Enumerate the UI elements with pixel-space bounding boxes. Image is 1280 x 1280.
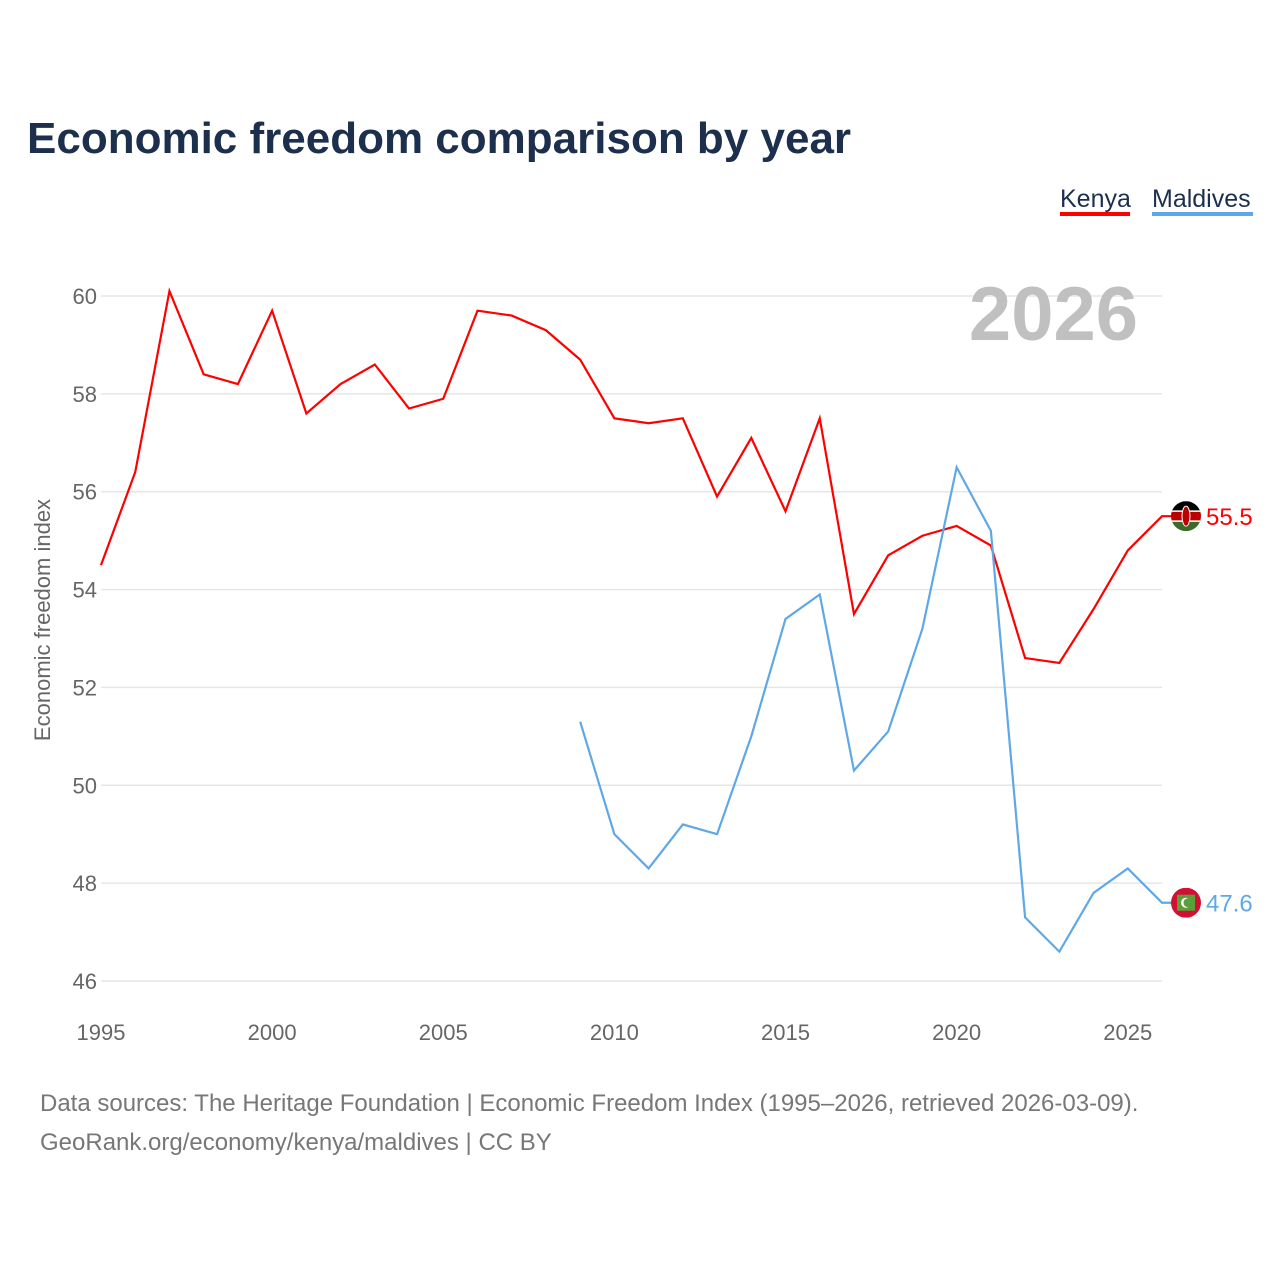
x-tick-label: 2000 bbox=[248, 1020, 297, 1045]
chart-title: Economic freedom comparison by year bbox=[27, 114, 851, 163]
series-line-maldives bbox=[579, 464, 1186, 954]
end-value-label: 55.5 bbox=[1206, 504, 1253, 531]
x-tick-label: 2010 bbox=[590, 1020, 639, 1045]
kenya-flag-icon bbox=[1171, 501, 1201, 532]
y-tick-label: 56 bbox=[73, 480, 97, 505]
y-tick-label: 50 bbox=[73, 773, 97, 798]
x-tick-label: 2005 bbox=[419, 1020, 468, 1045]
source-link[interactable]: GeoRank.org/economy/kenya/maldives | CC … bbox=[40, 1129, 552, 1156]
x-tick-label: 1995 bbox=[77, 1020, 126, 1045]
maldives-flag-icon bbox=[1171, 887, 1201, 918]
x-tick-label: 2015 bbox=[761, 1020, 810, 1045]
legend-item-kenya[interactable]: Kenya bbox=[1060, 185, 1131, 216]
end-value-label: 47.6 bbox=[1206, 891, 1253, 918]
legend-label: Maldives bbox=[1152, 185, 1251, 213]
y-tick-label: 58 bbox=[73, 382, 97, 407]
source-note: Data sources: The Heritage Foundation | … bbox=[40, 1090, 1138, 1117]
x-tick-label: 2025 bbox=[1103, 1020, 1152, 1045]
legend-item-maldives[interactable]: Maldives bbox=[1152, 185, 1253, 216]
y-tick-label: 48 bbox=[73, 871, 97, 896]
legend-label: Kenya bbox=[1060, 185, 1131, 213]
y-axis-label: Economic freedom index bbox=[30, 499, 55, 741]
y-tick-label: 60 bbox=[73, 284, 97, 309]
legend-swatch bbox=[1060, 212, 1130, 216]
legend-swatch bbox=[1152, 212, 1253, 216]
y-tick-label: 52 bbox=[73, 675, 97, 700]
x-tick-label: 2020 bbox=[932, 1020, 981, 1045]
y-tick-label: 54 bbox=[73, 578, 97, 603]
series-line-kenya bbox=[99, 287, 1186, 665]
year-watermark: 2026 bbox=[969, 272, 1138, 357]
y-tick-label: 46 bbox=[73, 969, 97, 994]
